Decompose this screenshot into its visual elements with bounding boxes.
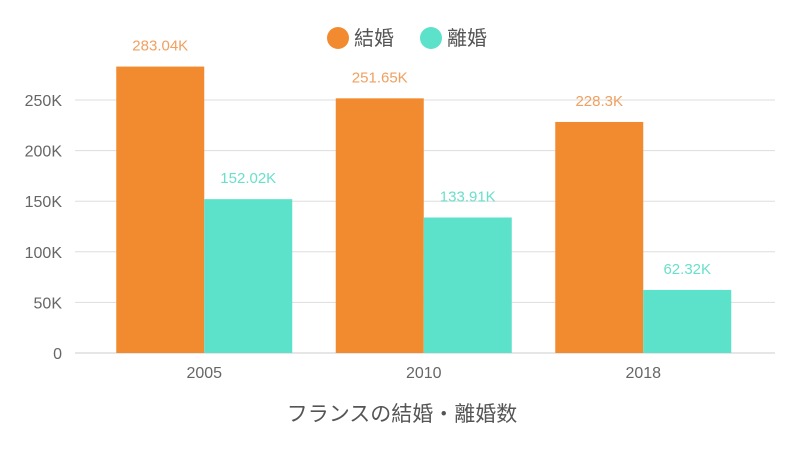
data-label: 283.04K [132,38,188,55]
chart-title: フランスの結婚・離婚数 [287,403,518,426]
data-label: 133.91K [440,188,496,205]
x-tick-label: 2018 [625,365,661,382]
data-label: 152.02K [220,170,276,187]
bar-2018-0 [555,121,644,353]
bar-2010-1 [423,217,512,353]
bar-2005-0 [116,66,205,353]
y-tick-label: 250K [25,93,63,110]
legend-label-marriage: 結婚 [354,27,394,50]
legend-marker-marriage [327,27,349,49]
bars: 283.04K 152.02K 251.65K 133.91K 228.3K 62.32K [116,38,732,353]
bar-2018-1 [643,289,732,353]
y-tick-label: 100K [25,245,63,262]
x-axis-ticks: 2005 2010 2018 [186,365,661,382]
data-label: 62.32K [663,261,711,278]
x-tick-label: 2005 [186,365,222,382]
legend: 結婚 離婚 [327,27,487,50]
bar-2005-1 [204,199,293,353]
legend-marker-divorce [420,27,442,49]
x-tick-label: 2010 [406,365,442,382]
y-axis-ticks: 0 50K 100K 150K 200K 250K [25,93,63,363]
y-tick-label: 150K [25,194,63,211]
y-tick-label: 200K [25,144,63,161]
y-tick-label: 50K [34,295,63,312]
y-tick-label: 0 [53,346,62,363]
data-label: 228.3K [575,93,623,110]
legend-label-divorce: 離婚 [447,27,487,50]
data-label: 251.65K [352,69,408,86]
bar-2010-0 [335,98,424,353]
